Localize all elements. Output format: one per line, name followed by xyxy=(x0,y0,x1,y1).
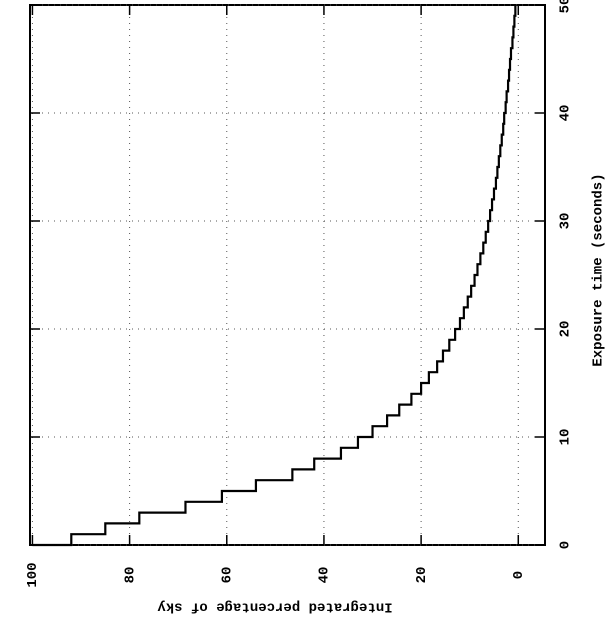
y-tick-label: 50 xyxy=(558,0,574,13)
x-axis-label: Integrated percentage of sky xyxy=(157,598,393,614)
y-tick-label: 30 xyxy=(558,213,574,230)
y-tick-label: 20 xyxy=(558,321,574,338)
y-tick-label: 0 xyxy=(558,541,574,549)
x-tick-label: 80 xyxy=(122,567,138,584)
x-tick-label: 0 xyxy=(511,571,527,579)
x-tick-label: 40 xyxy=(317,567,333,584)
plot-frame xyxy=(29,4,546,546)
y-tick-label: 40 xyxy=(558,105,574,122)
y-tick-label: 10 xyxy=(558,429,574,446)
x-tick-label: 20 xyxy=(414,567,430,584)
x-tick-label: 100 xyxy=(25,562,41,587)
y-axis-label: Exposure time (seconds) xyxy=(591,173,607,366)
x-tick-label: 60 xyxy=(219,567,235,584)
step-line xyxy=(32,5,517,547)
